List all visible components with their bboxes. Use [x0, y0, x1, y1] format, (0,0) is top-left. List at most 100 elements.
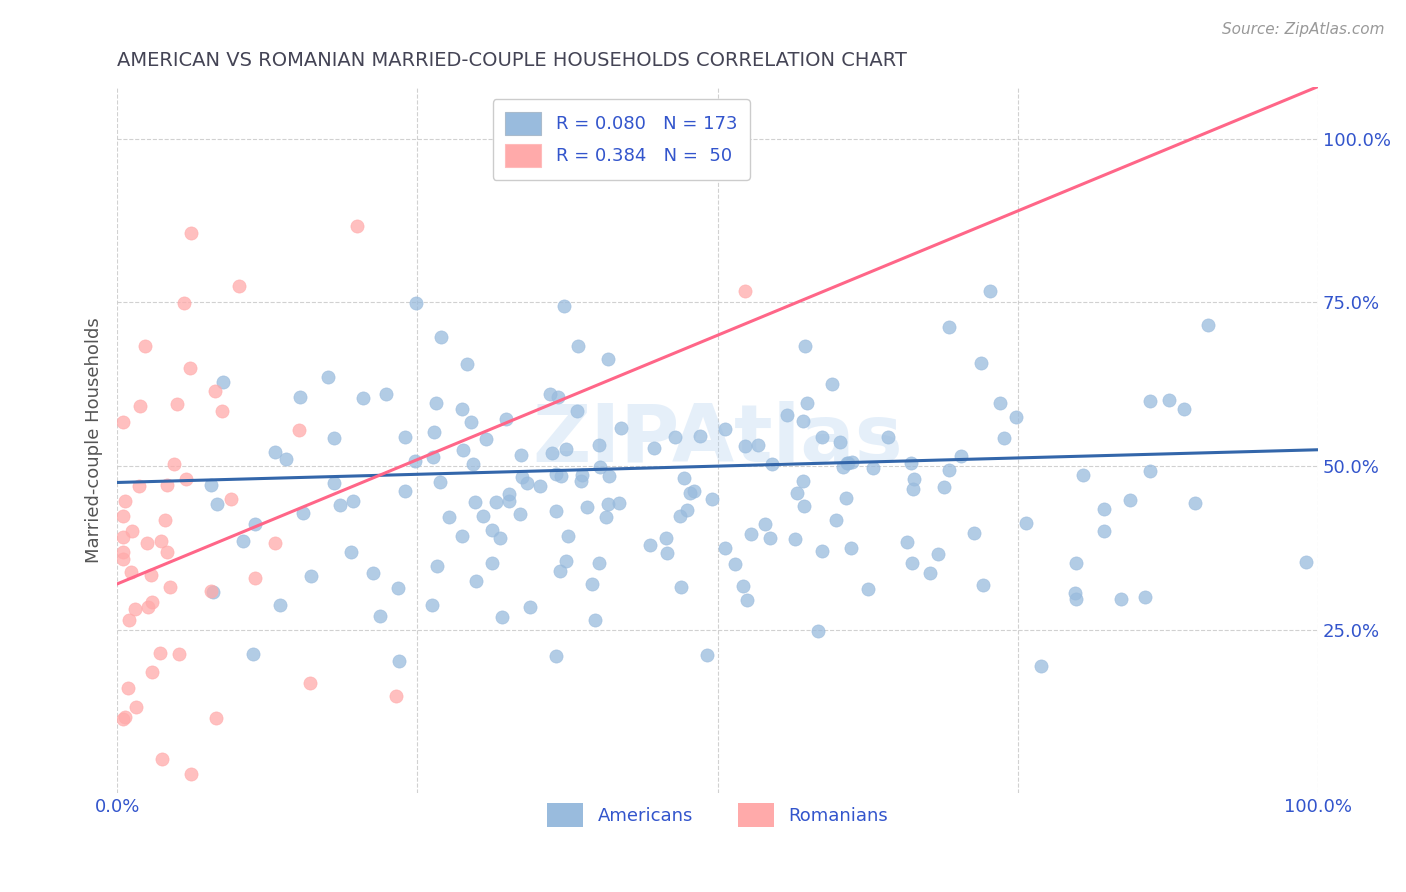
- Point: [495, 412, 517, 426]
- Point: [430, 330, 453, 344]
- Point: [972, 578, 994, 592]
- Point: [824, 513, 846, 527]
- Point: [1071, 468, 1094, 483]
- Point: [211, 403, 233, 417]
- Point: [128, 479, 150, 493]
- Point: [969, 356, 991, 370]
- Point: [429, 475, 451, 489]
- Point: [747, 438, 769, 452]
- Point: [596, 497, 619, 511]
- Point: [166, 397, 188, 411]
- Point: [903, 471, 925, 485]
- Point: [232, 533, 254, 548]
- Point: [159, 580, 181, 594]
- Point: [544, 467, 567, 482]
- Point: [481, 556, 503, 570]
- Point: [426, 558, 449, 573]
- Point: [553, 299, 575, 313]
- Point: [394, 484, 416, 499]
- Point: [862, 461, 884, 475]
- Point: [1139, 394, 1161, 409]
- Point: [425, 395, 447, 409]
- Point: [112, 508, 135, 523]
- Point: [740, 526, 762, 541]
- Point: [529, 479, 551, 493]
- Point: [114, 494, 136, 508]
- Point: [368, 608, 391, 623]
- Point: [485, 495, 508, 509]
- Point: [610, 421, 633, 435]
- Point: [793, 499, 815, 513]
- Point: [538, 387, 561, 401]
- Point: [550, 468, 572, 483]
- Point: [896, 534, 918, 549]
- Point: [734, 284, 756, 298]
- Point: [404, 454, 426, 468]
- Point: [200, 478, 222, 492]
- Point: [141, 665, 163, 679]
- Point: [120, 565, 142, 579]
- Point: [498, 486, 520, 500]
- Point: [1133, 591, 1156, 605]
- Point: [475, 432, 498, 446]
- Point: [423, 425, 446, 440]
- Point: [510, 469, 533, 483]
- Point: [828, 434, 851, 449]
- Point: [112, 416, 135, 430]
- Point: [274, 452, 297, 467]
- Point: [950, 449, 973, 463]
- Point: [228, 278, 250, 293]
- Point: [149, 533, 172, 548]
- Point: [153, 513, 176, 527]
- Point: [134, 339, 156, 353]
- Point: [683, 484, 706, 499]
- Point: [179, 361, 201, 376]
- Point: [405, 295, 427, 310]
- Point: [420, 598, 443, 612]
- Point: [451, 443, 474, 458]
- Point: [927, 547, 949, 561]
- Point: [509, 448, 531, 462]
- Point: [700, 491, 723, 506]
- Point: [342, 494, 364, 508]
- Point: [463, 457, 485, 471]
- Point: [1109, 591, 1132, 606]
- Point: [117, 681, 139, 695]
- Point: [299, 569, 322, 583]
- Point: [689, 429, 711, 443]
- Point: [465, 574, 488, 588]
- Point: [1066, 556, 1088, 570]
- Point: [200, 584, 222, 599]
- Point: [576, 500, 599, 514]
- Point: [509, 507, 531, 521]
- Point: [318, 370, 340, 384]
- Point: [595, 510, 617, 524]
- Point: [519, 600, 541, 615]
- Point: [807, 624, 830, 638]
- Point: [713, 422, 735, 436]
- Point: [287, 423, 309, 437]
- Point: [174, 472, 197, 486]
- Point: [394, 430, 416, 444]
- Point: [671, 580, 693, 594]
- Point: [547, 390, 569, 404]
- Point: [735, 593, 758, 607]
- Point: [156, 478, 179, 492]
- Point: [598, 469, 620, 483]
- Point: [264, 445, 287, 459]
- Point: [793, 338, 815, 352]
- Point: [329, 498, 352, 512]
- Point: [150, 752, 173, 766]
- Point: [832, 460, 855, 475]
- Text: ZIPAtlas: ZIPAtlas: [533, 401, 903, 479]
- Point: [731, 579, 754, 593]
- Point: [451, 529, 474, 543]
- Point: [596, 351, 619, 366]
- Point: [1005, 409, 1028, 424]
- Point: [205, 497, 228, 511]
- Point: [835, 456, 858, 470]
- Point: [156, 545, 179, 559]
- Point: [1295, 555, 1317, 569]
- Point: [934, 479, 956, 493]
- Point: [557, 529, 579, 543]
